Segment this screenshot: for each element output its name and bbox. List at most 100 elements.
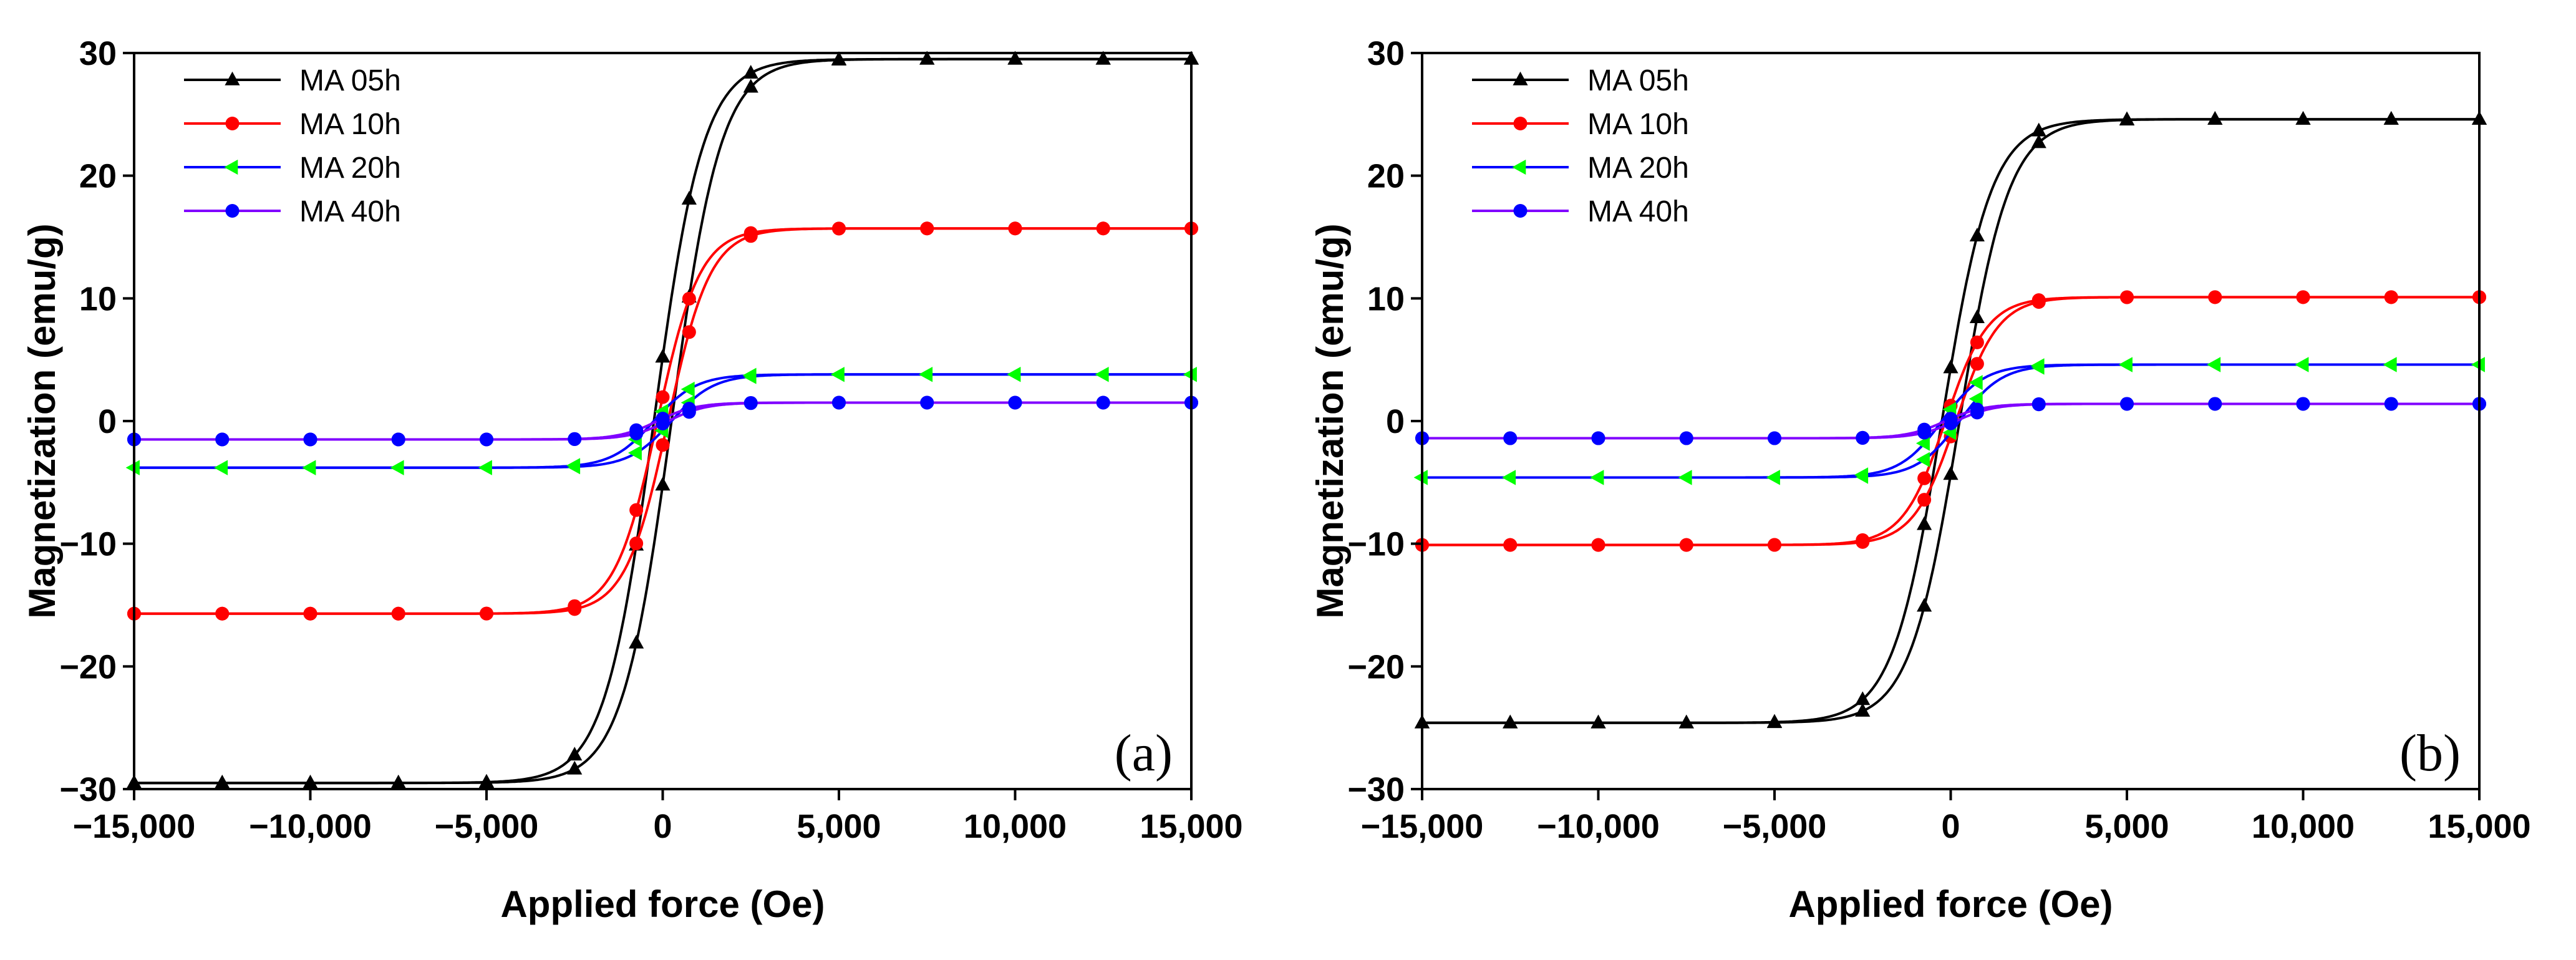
x-tick-label: −15,000 — [1361, 808, 1484, 845]
data-point — [566, 458, 581, 473]
data-point — [1917, 516, 1932, 530]
data-point — [1007, 367, 1021, 382]
data-point — [1503, 431, 1518, 445]
data-point — [1766, 470, 1780, 485]
data-point — [303, 432, 317, 447]
data-point — [629, 634, 644, 649]
data-point — [682, 291, 696, 306]
data-point — [2208, 290, 2222, 304]
data-point — [1679, 538, 1693, 552]
data-point — [1591, 431, 1605, 445]
y-tick-label: −10 — [1347, 526, 1405, 563]
y-tick-label: 10 — [79, 280, 117, 318]
x-tick-label: 10,000 — [2252, 808, 2355, 845]
legend-marker — [1513, 71, 1528, 85]
data-point — [1503, 714, 1518, 729]
y-tick-label: 30 — [79, 35, 117, 72]
y-tick-label: −30 — [1347, 771, 1405, 808]
data-point — [920, 221, 934, 236]
data-point — [1095, 51, 1111, 65]
data-point — [2030, 358, 2045, 374]
data-point — [2295, 111, 2311, 125]
data-point — [742, 367, 757, 383]
data-point — [656, 390, 670, 404]
data-point — [2296, 397, 2310, 411]
x-tick-label: −10,000 — [249, 808, 372, 845]
panel-label: (b) — [2399, 724, 2461, 782]
data-point — [2119, 111, 2135, 125]
data-point — [1768, 538, 1781, 552]
series-ma-40h — [127, 395, 1198, 447]
data-point — [303, 606, 317, 621]
legend-marker — [1513, 204, 1528, 218]
data-point — [655, 349, 671, 363]
x-tick-label: 0 — [1941, 808, 1960, 845]
y-axis-title: Magnetization (emu/g) — [21, 223, 63, 618]
data-point — [125, 460, 140, 475]
legend-label: MA 40h — [299, 195, 401, 228]
y-tick-label: 10 — [1367, 280, 1405, 318]
data-point — [1968, 391, 1983, 407]
data-point — [1943, 466, 1959, 480]
legend-label: MA 10h — [299, 108, 401, 141]
legend: MA 05h MA 10h MA 20h MA 40h — [1472, 64, 1689, 228]
x-tick-label: −5,000 — [435, 808, 539, 845]
data-point — [480, 432, 493, 447]
series-ma-05h — [126, 51, 1199, 788]
legend-marker — [224, 159, 238, 175]
data-point — [568, 432, 582, 446]
data-point — [919, 367, 933, 382]
data-point — [743, 65, 758, 79]
data-point — [1915, 435, 1930, 451]
data-point — [1678, 714, 1694, 729]
data-point — [1917, 598, 1932, 612]
data-point — [656, 412, 670, 426]
data-point — [627, 445, 642, 461]
data-point — [1591, 538, 1605, 552]
data-point — [1917, 471, 1932, 485]
x-tick-label: 0 — [653, 808, 672, 845]
data-point — [1766, 714, 1783, 728]
data-point — [2031, 397, 2046, 411]
data-point — [1944, 412, 1958, 426]
chart-b: −15,000 −10,000 −5,000 0 5,000 10,000 15,000 −3… — [1309, 35, 2531, 925]
data-point — [832, 221, 846, 236]
data-point — [743, 226, 758, 240]
data-point — [2384, 290, 2398, 304]
data-point — [681, 190, 697, 205]
data-point — [629, 423, 644, 437]
data-point — [478, 773, 495, 788]
x-tick-label: −10,000 — [1537, 808, 1660, 845]
data-point — [2295, 357, 2309, 372]
legend: MA 05h MA 10h MA 20h MA 40h — [184, 64, 401, 228]
data-point — [1970, 335, 1984, 349]
data-point — [1855, 702, 1871, 717]
data-point — [680, 381, 695, 397]
y-tick-label: −30 — [59, 771, 117, 808]
data-point — [302, 460, 316, 475]
data-point — [2296, 290, 2310, 304]
data-point — [2384, 397, 2398, 411]
data-point — [1503, 538, 1518, 552]
data-point — [2031, 134, 2046, 148]
legend-marker — [225, 117, 240, 130]
panel-label: (a) — [1115, 724, 1173, 782]
data-point — [831, 51, 847, 65]
y-tick-label: 0 — [1386, 403, 1405, 440]
data-point — [567, 760, 583, 775]
y-tick-label: −20 — [1347, 648, 1405, 686]
data-point — [920, 395, 934, 410]
data-point — [1183, 367, 1197, 382]
data-point — [1856, 430, 1870, 445]
data-point — [656, 438, 670, 452]
x-tick-label: 5,000 — [2085, 808, 2169, 845]
data-point — [2118, 357, 2133, 372]
data-point — [1678, 470, 1692, 485]
x-tick-label: −15,000 — [73, 808, 196, 845]
legend-marker — [225, 204, 240, 218]
data-point — [1095, 367, 1109, 382]
data-point — [919, 51, 935, 65]
data-point — [1096, 395, 1110, 410]
legend-label: MA 20h — [299, 152, 401, 185]
data-point — [1970, 357, 1984, 371]
